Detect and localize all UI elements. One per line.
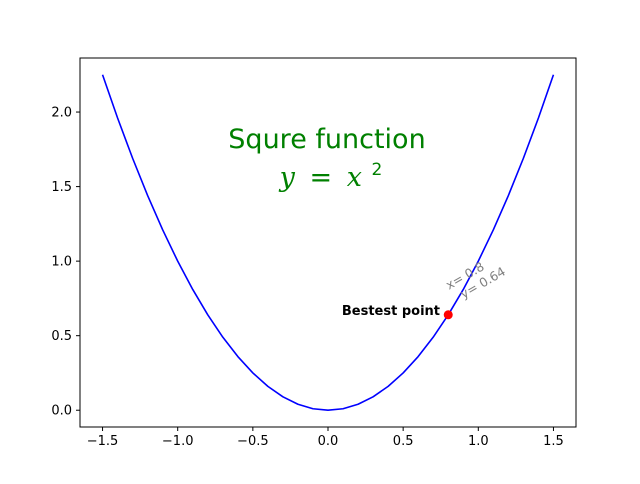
chart-title: Squre function bbox=[228, 124, 425, 155]
x-tick-label: 0.5 bbox=[393, 434, 414, 449]
x-tick-label: −1.0 bbox=[162, 434, 194, 449]
x-axis: −1.5 −1.0 −0.5 0.0 0.5 1.0 1.5 bbox=[87, 427, 564, 449]
x-tick-label: 1.5 bbox=[543, 434, 564, 449]
chart-equation: y = x 2 bbox=[279, 160, 383, 193]
series-line bbox=[101, 74, 555, 412]
y-axis: 0.0 0.5 1.0 1.5 2.0 bbox=[51, 106, 80, 419]
y-tick-label: 1.5 bbox=[51, 180, 72, 195]
equation-base: x bbox=[347, 162, 362, 193]
y-tick-label: 1.0 bbox=[51, 255, 72, 270]
equation-op: = bbox=[309, 162, 332, 193]
x-tick-label: 0.0 bbox=[318, 434, 339, 449]
highlight-label: Bestest point bbox=[342, 304, 440, 319]
highlight-point bbox=[443, 310, 453, 320]
y-tick-label: 0.5 bbox=[51, 329, 72, 344]
y-tick-label: 0.0 bbox=[51, 404, 72, 419]
x-tick-label: −0.5 bbox=[237, 434, 269, 449]
y-tick-label: 2.0 bbox=[51, 106, 72, 121]
equation-exponent: 2 bbox=[372, 160, 383, 180]
x-tick-label: −1.5 bbox=[87, 434, 119, 449]
plot-area bbox=[101, 74, 555, 412]
equation-var: y bbox=[279, 162, 296, 193]
x-tick-label: 1.0 bbox=[468, 434, 489, 449]
